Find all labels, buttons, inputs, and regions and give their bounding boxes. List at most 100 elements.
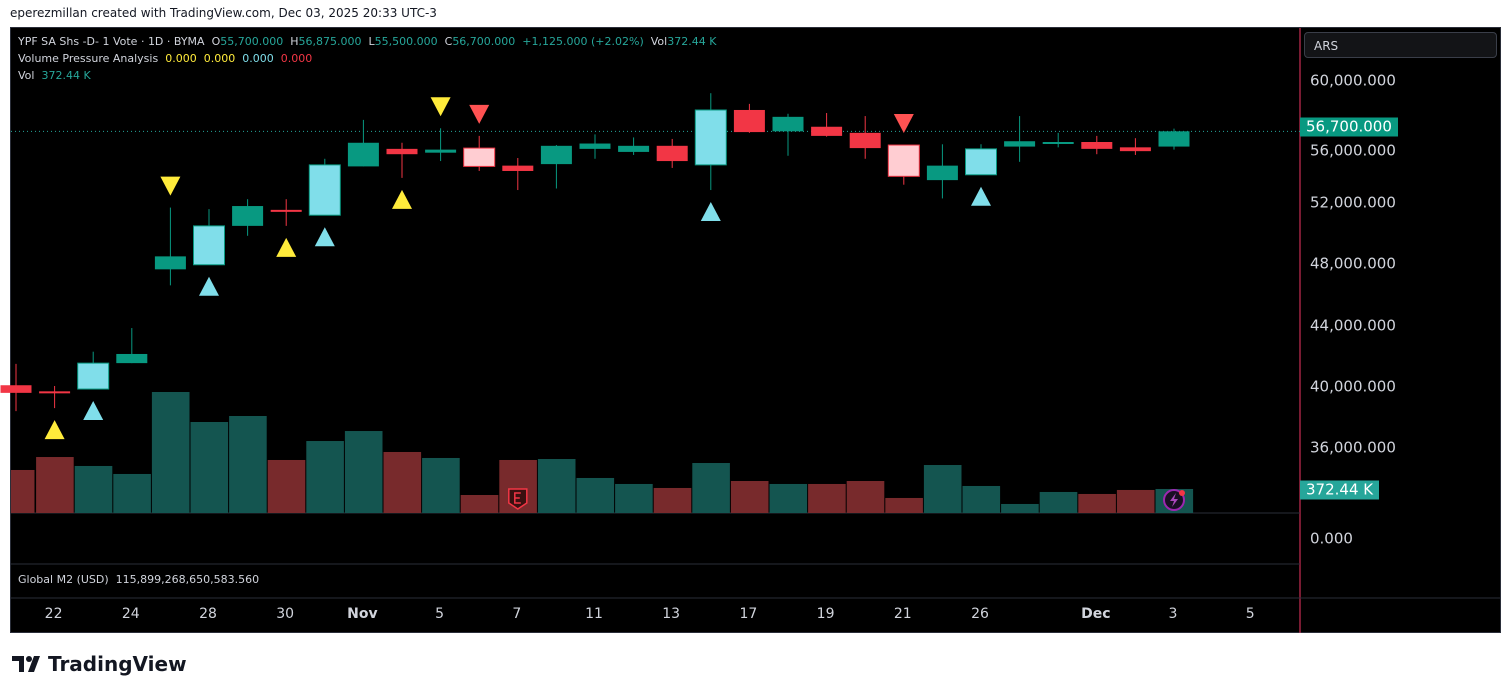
time-tick: 26 <box>971 606 989 622</box>
volume-bar <box>11 469 35 513</box>
sell-signal-triangle <box>469 104 490 124</box>
symbol-legend: YPF SA Shs -D- 1 Vote · 1D · BYMA O55,70… <box>18 35 717 48</box>
volume-bar <box>1039 491 1078 513</box>
volume-bar <box>537 459 576 513</box>
buy-signal-triangle <box>392 189 412 209</box>
buy-signal-triangle <box>44 420 65 440</box>
volume-bar <box>808 483 846 513</box>
candle-body <box>1081 142 1113 149</box>
volume-bar <box>306 441 344 513</box>
price-tick: 40,000.000 <box>1310 377 1396 396</box>
m2-axis-tick: 0.000 <box>1310 529 1353 548</box>
volume-title[interactable]: Vol <box>18 69 35 82</box>
price-tick: 60,000.000 <box>1310 71 1396 90</box>
candle-body <box>733 109 765 133</box>
volume-tag: 372.44 K <box>1300 480 1380 500</box>
volume-bar <box>74 465 113 513</box>
earnings-icon <box>508 488 528 510</box>
candle-body <box>694 109 727 166</box>
volume-bar <box>344 431 383 513</box>
candle-body <box>1042 142 1074 144</box>
change-value: +1,125.000 (+2.02%) <box>522 35 644 48</box>
candle-body <box>849 132 881 149</box>
indicator-legend: Volume Pressure Analysis 0.000 0.000 0.0… <box>18 52 313 65</box>
candle-body <box>540 145 572 165</box>
buy-signal-triangle <box>700 202 721 222</box>
candle-body <box>347 142 379 167</box>
candle-body <box>0 385 32 393</box>
candle-body <box>77 362 110 390</box>
candle-body <box>502 165 534 171</box>
low-value: 55,500.000 <box>374 35 438 48</box>
sell-signal-triangle <box>160 176 181 196</box>
time-tick: 5 <box>1245 606 1255 622</box>
buy-signal-triangle <box>276 237 297 257</box>
volume-bar <box>615 483 653 513</box>
sell-signal-triangle <box>893 114 914 134</box>
volume-bar <box>1078 493 1116 513</box>
time-tick: 13 <box>662 606 681 622</box>
volume-bar <box>267 459 306 513</box>
candle-body <box>887 144 920 177</box>
time-tick: Dec <box>1081 606 1111 622</box>
time-tick: 28 <box>199 606 217 622</box>
price-tick: 36,000.000 <box>1310 438 1396 457</box>
buy-signal-triangle <box>83 401 104 421</box>
indicator-title[interactable]: Volume Pressure Analysis <box>18 52 159 65</box>
candle-body <box>232 206 264 226</box>
tradingview-logo[interactable]: TradingView <box>12 652 187 676</box>
volume-bar <box>923 465 962 513</box>
volume-bar <box>962 485 1001 513</box>
buy-signal-triangle <box>971 186 991 206</box>
candle-body <box>1158 131 1190 147</box>
time-tick: 21 <box>893 606 912 622</box>
sell-signal-triangle <box>430 97 451 117</box>
buy-signal-triangle <box>199 276 219 296</box>
lightning-bolt-icon <box>1170 493 1178 507</box>
volume-bar <box>576 477 615 513</box>
time-tick: 22 <box>44 606 63 622</box>
candle-body <box>926 165 958 181</box>
time-tick: 7 <box>512 606 522 622</box>
chart-frame[interactable] <box>10 27 1501 633</box>
candle-body <box>116 353 148 364</box>
candle-body <box>618 145 650 152</box>
open-value: 55,700.000 <box>220 35 284 48</box>
candle-body <box>193 225 225 266</box>
volume-bar <box>460 495 499 513</box>
price-tick: 44,000.000 <box>1310 316 1396 335</box>
volume-bar <box>1001 503 1039 513</box>
candle-body <box>772 116 804 132</box>
volume-bar <box>653 487 692 513</box>
volume-bar <box>190 421 229 513</box>
candle-body <box>270 209 302 212</box>
symbol-title[interactable]: YPF SA Shs -D- 1 Vote · 1D · BYMA <box>18 35 205 48</box>
candle-body <box>811 126 843 136</box>
candle-body <box>39 391 71 394</box>
close-value: 56,700.000 <box>452 35 516 48</box>
candle-body <box>656 145 688 162</box>
volume-bar <box>692 463 730 513</box>
m2-legend: Global M2 (USD) 115,899,268,650,583.560 <box>18 573 259 586</box>
candle-body <box>308 164 341 216</box>
candle-body <box>965 148 997 176</box>
m2-title[interactable]: Global M2 (USD) <box>18 573 109 586</box>
candle-body <box>154 256 186 270</box>
time-tick: Nov <box>347 606 378 622</box>
candle-body <box>386 148 418 155</box>
volume-bar <box>769 483 808 513</box>
time-tick: 24 <box>121 606 140 622</box>
currency-selector[interactable]: ARS <box>1304 32 1497 58</box>
tradingview-logo-icon <box>12 656 40 672</box>
time-tick: 30 <box>276 606 295 622</box>
volume-bar <box>846 481 885 513</box>
volume-legend: Vol 372.44 K <box>18 69 91 82</box>
volume-bar <box>422 457 460 513</box>
m2-value: 115,899,268,650,583.560 <box>115 573 260 586</box>
time-tick: 3 <box>1168 606 1178 622</box>
time-tick: 19 <box>816 606 835 622</box>
time-tick: 11 <box>585 606 603 622</box>
volume-bar <box>36 457 74 513</box>
volume-bar <box>730 481 769 513</box>
